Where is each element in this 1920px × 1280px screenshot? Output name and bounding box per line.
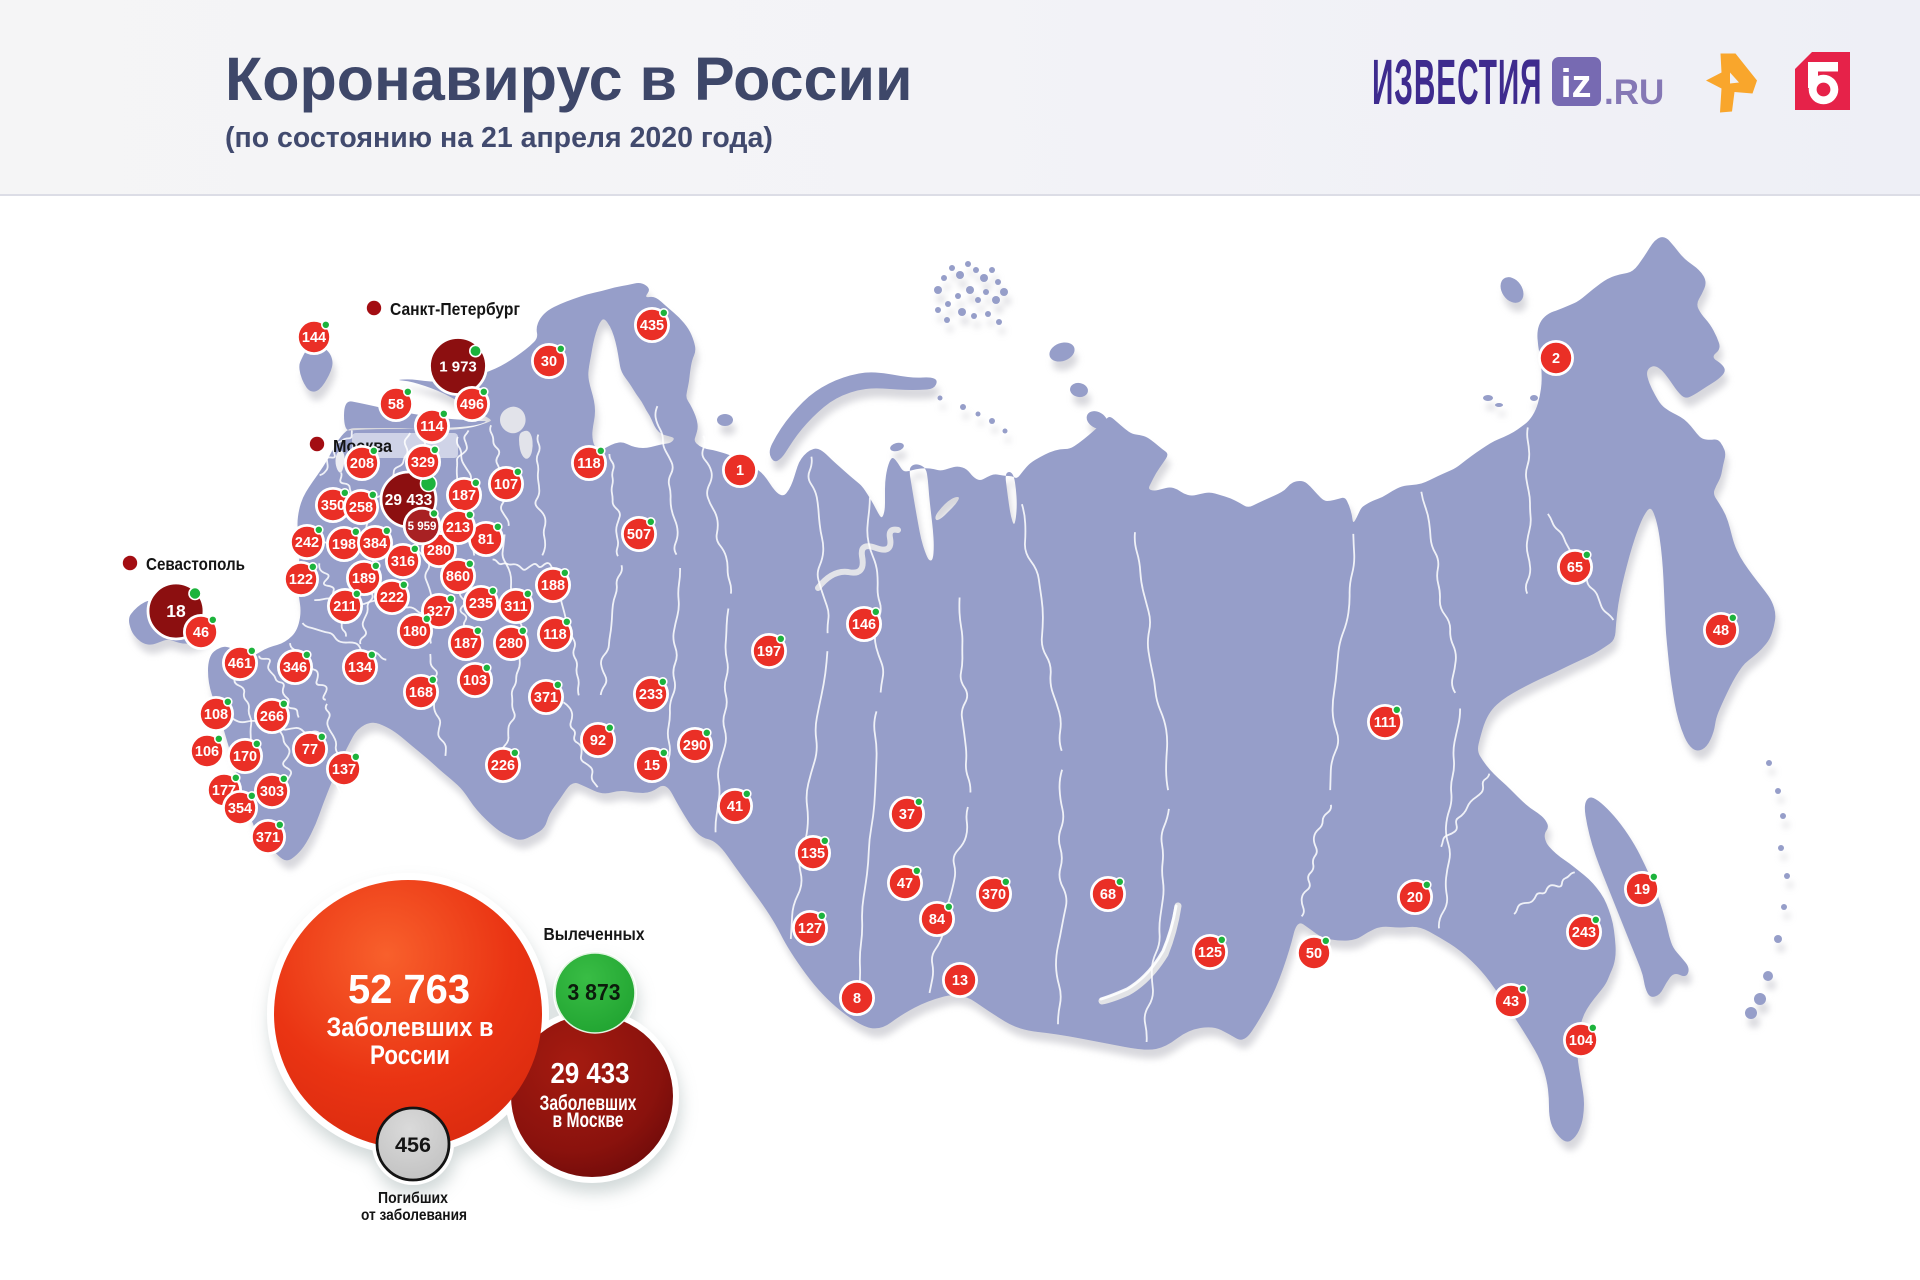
svg-text:5 959: 5 959	[408, 521, 437, 533]
svg-text:243: 243	[1572, 925, 1596, 941]
svg-text:114: 114	[420, 419, 443, 435]
svg-text:507: 507	[627, 527, 651, 543]
svg-text:65: 65	[1567, 560, 1583, 576]
svg-text:327: 327	[427, 604, 451, 620]
svg-text:456: 456	[395, 1134, 431, 1157]
svg-text:1 973: 1 973	[439, 359, 477, 376]
svg-text:371: 371	[534, 690, 558, 706]
svg-text:Погибших: Погибших	[378, 1190, 448, 1207]
svg-text:346: 346	[283, 660, 307, 676]
svg-text:118: 118	[577, 456, 600, 472]
svg-text:от заболевания: от заболевания	[361, 1207, 467, 1224]
svg-text:242: 242	[295, 535, 319, 551]
svg-text:15: 15	[644, 758, 660, 774]
svg-text:92: 92	[590, 733, 606, 749]
svg-text:280: 280	[427, 543, 451, 559]
svg-text:187: 187	[454, 636, 478, 652]
svg-text:Вылеченных: Вылеченных	[544, 924, 645, 944]
svg-text:146: 146	[852, 617, 876, 633]
svg-text:Заболевших: Заболевших	[540, 1092, 637, 1115]
svg-text:198: 198	[332, 537, 356, 553]
svg-text:197: 197	[757, 644, 781, 660]
svg-text:350: 350	[321, 498, 345, 514]
svg-text:235: 235	[469, 596, 493, 612]
svg-text:860: 860	[446, 569, 470, 585]
svg-text:47: 47	[897, 876, 913, 892]
svg-text:России: России	[370, 1040, 450, 1070]
svg-text:81: 81	[478, 532, 494, 548]
svg-text:Севастополь: Севастополь	[146, 554, 245, 574]
svg-text:77: 77	[302, 742, 318, 758]
svg-text:188: 188	[541, 578, 565, 594]
svg-text:30: 30	[541, 354, 557, 370]
svg-text:19: 19	[1634, 882, 1650, 898]
svg-text:104: 104	[1569, 1033, 1593, 1049]
svg-text:226: 226	[491, 758, 515, 774]
svg-text:107: 107	[494, 477, 518, 493]
svg-text:2: 2	[1552, 351, 1560, 367]
svg-text:170: 170	[233, 749, 257, 765]
svg-text:.RU: .RU	[1604, 73, 1664, 112]
svg-text:13: 13	[952, 973, 968, 989]
svg-text:370: 370	[982, 887, 1006, 903]
svg-text:в Москве: в Москве	[553, 1109, 624, 1132]
svg-text:127: 127	[798, 921, 822, 937]
svg-text:189: 189	[352, 571, 376, 587]
svg-text:18: 18	[166, 601, 186, 621]
svg-text:435: 435	[640, 318, 664, 334]
svg-text:125: 125	[1198, 945, 1222, 961]
svg-text:213: 213	[446, 520, 470, 536]
svg-text:311: 311	[504, 599, 527, 615]
svg-text:52 763: 52 763	[348, 966, 470, 1012]
svg-text:208: 208	[350, 456, 374, 472]
svg-text:29 433: 29 433	[385, 492, 433, 509]
svg-text:211: 211	[333, 599, 356, 615]
svg-text:280: 280	[499, 636, 523, 652]
svg-text:303: 303	[260, 784, 284, 800]
svg-text:187: 187	[452, 488, 476, 504]
svg-text:371: 371	[256, 830, 280, 846]
svg-text:316: 316	[391, 554, 415, 570]
svg-text:384: 384	[363, 536, 387, 552]
svg-text:233: 233	[639, 687, 663, 703]
svg-text:144: 144	[302, 330, 326, 346]
svg-text:168: 168	[409, 685, 433, 701]
svg-text:258: 258	[349, 500, 373, 516]
svg-text:50: 50	[1306, 946, 1322, 962]
svg-text:3 873: 3 873	[568, 979, 621, 1005]
svg-text:37: 37	[899, 807, 915, 823]
svg-text:222: 222	[380, 590, 404, 606]
svg-text:180: 180	[403, 624, 427, 640]
svg-text:ИЗВЕСТИЯ: ИЗВЕСТИЯ	[1372, 46, 1542, 118]
svg-text:46: 46	[193, 625, 209, 641]
svg-text:iz: iz	[1560, 62, 1591, 106]
svg-text:Санкт-Петербург: Санкт-Петербург	[390, 299, 520, 319]
svg-text:48: 48	[1713, 623, 1729, 639]
svg-text:461: 461	[228, 656, 252, 672]
svg-text:1: 1	[736, 463, 744, 479]
svg-text:43: 43	[1503, 994, 1519, 1010]
svg-text:118: 118	[543, 627, 566, 643]
svg-text:290: 290	[683, 738, 707, 754]
svg-text:8: 8	[853, 991, 861, 1007]
svg-text:20: 20	[1407, 890, 1423, 906]
svg-text:68: 68	[1100, 887, 1116, 903]
svg-text:329: 329	[411, 455, 435, 471]
svg-text:354: 354	[228, 801, 252, 817]
svg-text:496: 496	[460, 397, 484, 413]
svg-text:Заболевших в: Заболевших в	[327, 1012, 494, 1042]
svg-text:137: 137	[332, 762, 356, 778]
svg-text:122: 122	[289, 572, 313, 588]
svg-text:41: 41	[727, 799, 743, 815]
svg-text:108: 108	[204, 707, 228, 723]
svg-text:111: 111	[1374, 715, 1397, 731]
svg-text:103: 103	[463, 673, 487, 689]
svg-text:29 433: 29 433	[551, 1058, 630, 1090]
svg-text:106: 106	[195, 744, 219, 760]
svg-text:134: 134	[348, 660, 372, 676]
svg-text:84: 84	[929, 912, 945, 928]
svg-text:266: 266	[260, 709, 284, 725]
svg-text:135: 135	[801, 846, 825, 862]
svg-text:58: 58	[388, 397, 404, 413]
